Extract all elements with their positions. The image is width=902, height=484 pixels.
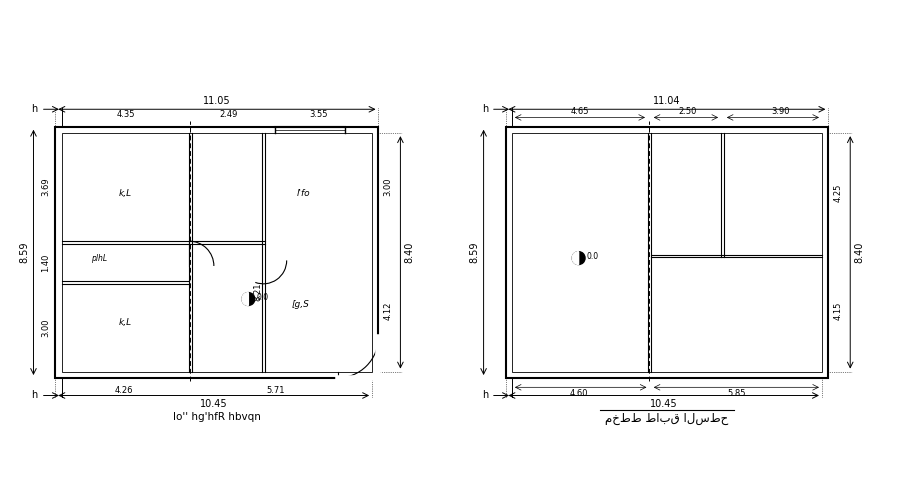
Text: 8.59: 8.59 — [469, 242, 479, 263]
Circle shape — [572, 252, 584, 265]
Bar — [61, 133, 189, 241]
Bar — [723, 133, 821, 255]
Text: 4.25: 4.25 — [833, 183, 842, 202]
Text: 4.35: 4.35 — [116, 109, 134, 119]
Bar — [61, 284, 189, 372]
Bar — [505, 127, 827, 378]
Text: 8.59: 8.59 — [20, 242, 30, 263]
Text: 2.49: 2.49 — [219, 109, 237, 119]
Text: lo'' hg'hfR hbvqn: lo'' hg'hfR hbvqn — [173, 411, 261, 422]
Bar — [264, 241, 372, 372]
Text: h: h — [32, 391, 38, 400]
Bar — [650, 133, 720, 255]
Bar — [723, 257, 821, 372]
Text: 8.40: 8.40 — [404, 242, 414, 263]
Text: h: h — [32, 104, 38, 114]
Text: 4.60: 4.60 — [569, 389, 588, 398]
Text: 3.69: 3.69 — [41, 178, 51, 197]
Text: [g,S: [g,S — [291, 301, 309, 309]
Text: 0.0: 0.0 — [256, 293, 269, 302]
Text: 5.71: 5.71 — [266, 386, 284, 395]
Text: 4.65: 4.65 — [570, 106, 588, 116]
Text: 3.00: 3.00 — [41, 318, 51, 337]
Circle shape — [242, 293, 254, 305]
Text: 4.12: 4.12 — [383, 302, 392, 320]
Bar — [511, 133, 821, 372]
Text: 8.40: 8.40 — [853, 242, 863, 263]
Text: 8.21: 8.21 — [253, 283, 262, 301]
Text: 3.00: 3.00 — [383, 178, 392, 197]
Text: 10.45: 10.45 — [199, 399, 227, 409]
Text: 3.55: 3.55 — [308, 109, 327, 119]
Text: 11.04: 11.04 — [652, 96, 680, 106]
Bar — [650, 257, 720, 372]
Text: 10.45: 10.45 — [649, 399, 676, 409]
Bar — [264, 133, 372, 241]
Text: 2.50: 2.50 — [677, 106, 695, 116]
Text: h: h — [481, 104, 487, 114]
Text: plhL: plhL — [91, 254, 107, 263]
Bar — [61, 244, 189, 281]
Text: k,L: k,L — [119, 189, 132, 198]
Text: مخطط طابق السطح: مخطط طابق السطح — [604, 411, 728, 424]
Text: 11.05: 11.05 — [203, 96, 231, 106]
Bar — [511, 133, 648, 372]
Text: 4.26: 4.26 — [115, 386, 133, 395]
Text: h: h — [481, 391, 487, 400]
Text: 1.40: 1.40 — [41, 253, 51, 272]
Text: 0.0: 0.0 — [586, 253, 598, 261]
Text: 4.15: 4.15 — [833, 302, 842, 320]
Wedge shape — [242, 293, 248, 305]
Bar — [55, 127, 378, 378]
Bar — [192, 133, 262, 372]
Wedge shape — [572, 252, 578, 265]
Text: l'fo: l'fo — [297, 189, 310, 198]
Text: 5.85: 5.85 — [726, 389, 745, 398]
Text: 3.90: 3.90 — [771, 106, 789, 116]
Text: k,L: k,L — [119, 318, 132, 327]
Bar — [61, 133, 372, 372]
